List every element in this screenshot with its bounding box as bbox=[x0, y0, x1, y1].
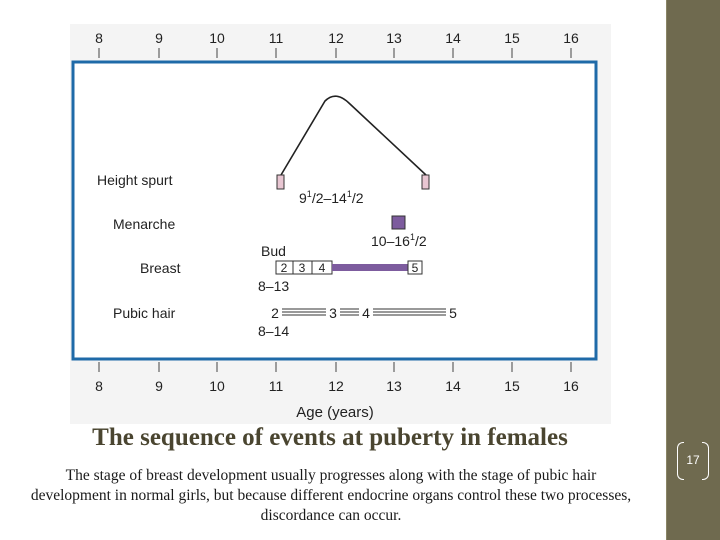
breast-stage-label: 3 bbox=[299, 261, 306, 275]
breast-bud-label: Bud bbox=[261, 243, 286, 259]
height-spurt-end-marker bbox=[421, 174, 430, 190]
pubic-stage-label: 4 bbox=[362, 305, 370, 321]
height-spurt-start-marker bbox=[276, 174, 285, 190]
bottom-tick-label: 9 bbox=[155, 378, 163, 394]
top-tick-label: 13 bbox=[386, 30, 402, 46]
page-number: 17 bbox=[677, 442, 709, 480]
height-spurt-label: Height spurt bbox=[97, 172, 173, 188]
menarche-range: 10–161/2 bbox=[371, 232, 427, 249]
bottom-tick-label: 10 bbox=[209, 378, 225, 394]
height-spurt-curve bbox=[280, 95, 427, 176]
sidebar-divider bbox=[666, 0, 667, 540]
top-tick-label: 8 bbox=[95, 30, 103, 46]
breast-range: 8–13 bbox=[258, 278, 289, 294]
menarche-marker bbox=[391, 215, 406, 230]
top-tick-label: 15 bbox=[504, 30, 520, 46]
chart-frame bbox=[71, 60, 598, 361]
bottom-tick-label: 16 bbox=[563, 378, 579, 394]
breast-stage-5-cell bbox=[407, 260, 423, 275]
top-tick-label: 14 bbox=[445, 30, 461, 46]
bottom-age-axis: 8 9 10 11 12 13 14 15 16 bbox=[95, 378, 579, 394]
bottom-tick-label: 11 bbox=[269, 378, 284, 394]
top-tick-label: 11 bbox=[269, 30, 284, 46]
bottom-tick-label: 13 bbox=[386, 378, 402, 394]
pubic-stage-label: 5 bbox=[449, 305, 457, 321]
bottom-tick-label: 8 bbox=[95, 378, 103, 394]
breast-stage-label: 5 bbox=[412, 261, 419, 275]
top-tick-label: 10 bbox=[209, 30, 225, 46]
breast-label: Breast bbox=[140, 260, 181, 276]
top-age-axis: 8 9 10 11 12 13 14 15 16 bbox=[95, 30, 579, 46]
bottom-tick-marks bbox=[98, 362, 572, 372]
bottom-tick-label: 15 bbox=[504, 378, 520, 394]
height-spurt-range: 91/2–141/2 bbox=[299, 189, 364, 206]
menarche-label: Menarche bbox=[113, 216, 175, 232]
pubic-hair-range: 8–14 bbox=[258, 323, 289, 339]
breast-stage-label: 2 bbox=[281, 261, 288, 275]
sidebar-decoration bbox=[667, 0, 720, 540]
top-tick-marks bbox=[98, 48, 572, 58]
pubic-hair-lines bbox=[282, 308, 446, 316]
top-tick-label: 16 bbox=[563, 30, 579, 46]
puberty-diagram: 8 9 10 11 12 13 14 15 16 Height spurt 91… bbox=[71, 30, 598, 421]
top-tick-label: 9 bbox=[155, 30, 163, 46]
bottom-tick-label: 12 bbox=[328, 378, 344, 394]
puberty-figure: 8 9 10 11 12 13 14 15 16 Height spurt 91… bbox=[70, 24, 611, 424]
age-axis-label: Age (years) bbox=[296, 404, 374, 421]
breast-stage-label: 4 bbox=[319, 261, 326, 275]
top-tick-label: 12 bbox=[328, 30, 344, 46]
pubic-stage-label: 2 bbox=[271, 305, 279, 321]
bottom-tick-label: 14 bbox=[445, 378, 461, 394]
slide-caption: The stage of breast development usually … bbox=[30, 467, 632, 524]
pubic-stage-label: 3 bbox=[329, 305, 337, 321]
pubic-hair-label: Pubic hair bbox=[113, 305, 176, 321]
slide-title: The sequence of events at puberty in fem… bbox=[92, 424, 568, 451]
breast-progress-bar bbox=[332, 264, 408, 271]
